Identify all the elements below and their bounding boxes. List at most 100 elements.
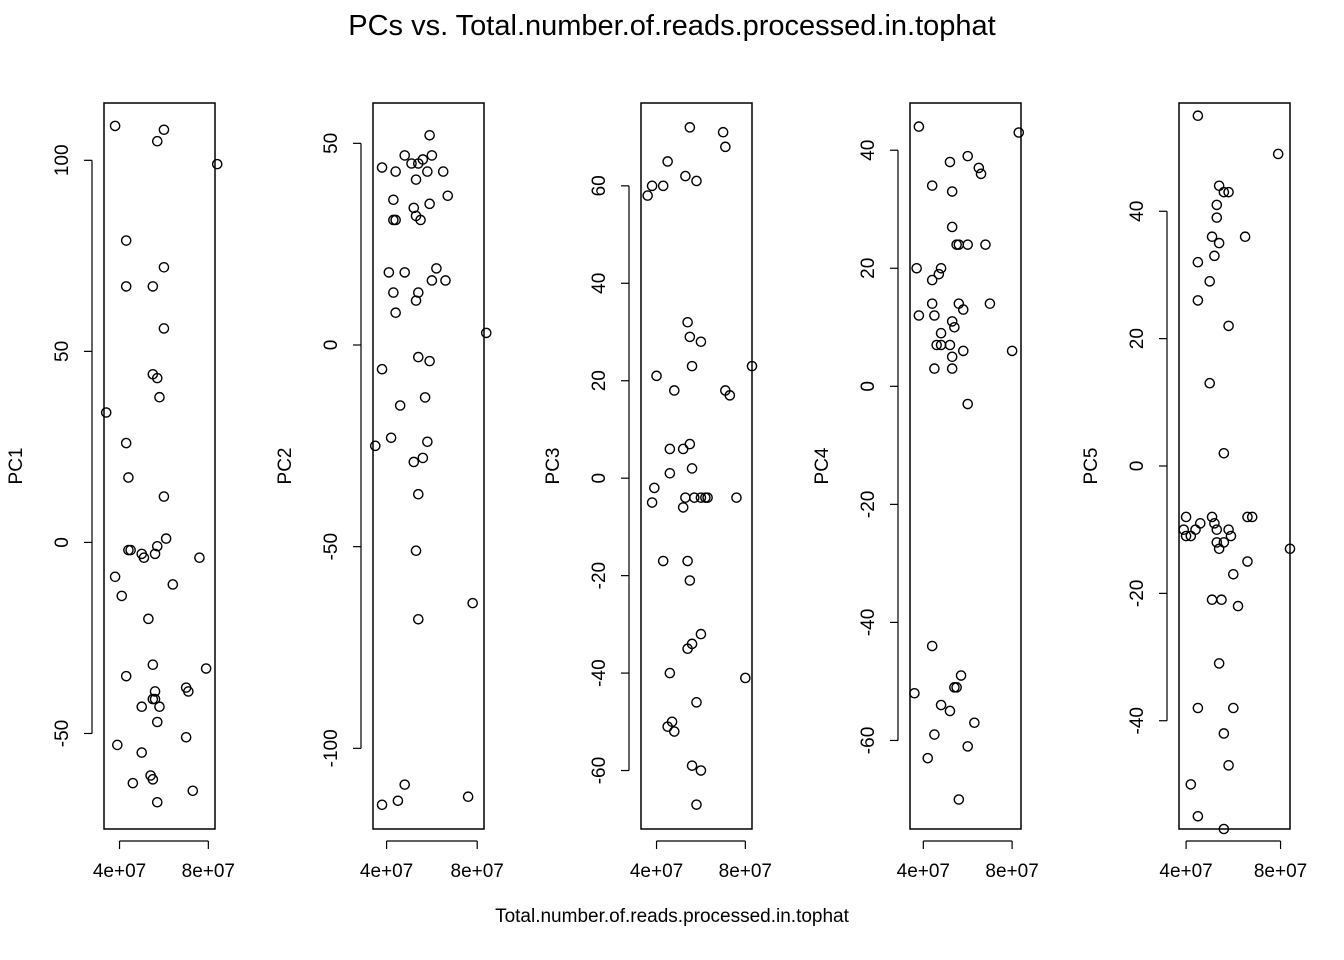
data-point — [431, 263, 442, 274]
y-tick-label: 50 — [321, 133, 342, 154]
data-point — [677, 443, 689, 455]
data-point — [100, 407, 112, 418]
data-point — [929, 310, 940, 321]
plot-frame — [909, 102, 1022, 830]
data-point — [1218, 537, 1230, 548]
data-point — [684, 122, 696, 133]
y-tick-label: -50 — [52, 720, 73, 747]
data-point — [969, 717, 980, 729]
data-point — [1209, 518, 1220, 529]
data-point — [1242, 511, 1253, 523]
data-point — [120, 437, 132, 449]
data-point — [1218, 447, 1230, 459]
data-point — [642, 190, 653, 201]
data-point — [929, 729, 940, 740]
x-tick-label: 8e+07 — [1254, 861, 1307, 882]
data-point — [680, 170, 691, 182]
data-point — [944, 339, 956, 351]
data-point — [424, 355, 435, 367]
data-point — [946, 363, 958, 374]
y-tick-label: 50 — [52, 341, 73, 362]
data-point — [116, 590, 128, 602]
data-point — [194, 552, 205, 564]
data-point — [120, 235, 132, 246]
data-point — [419, 392, 431, 403]
data-point — [1223, 320, 1234, 332]
data-point — [138, 552, 150, 564]
data-point — [376, 799, 388, 811]
data-point — [946, 316, 958, 327]
data-point — [413, 488, 424, 500]
data-point — [1192, 810, 1204, 822]
data-point — [211, 158, 223, 170]
y-tick-label: 40 — [858, 140, 879, 161]
data-point — [149, 686, 161, 697]
y-tick-label: 60 — [589, 175, 610, 196]
data-point — [931, 339, 942, 351]
data-point — [369, 440, 381, 452]
data-point — [462, 791, 474, 803]
data-point — [151, 372, 163, 384]
x-tick-label: 4e+07 — [630, 861, 683, 882]
data-point — [962, 150, 974, 162]
data-point — [410, 174, 422, 185]
data-point — [649, 482, 660, 494]
data-point — [933, 268, 945, 280]
data-point — [109, 571, 121, 583]
y-axis-label: PC2 — [275, 448, 296, 485]
y-axis-label: PC5 — [1081, 448, 1102, 485]
x-tick-label: 4e+07 — [360, 861, 413, 882]
x-tick-label: 8e+07 — [182, 861, 235, 882]
data-point — [911, 262, 922, 274]
data-point — [200, 663, 212, 674]
data-point — [688, 492, 700, 503]
data-point — [946, 351, 958, 363]
data-point — [392, 795, 404, 807]
data-point — [944, 156, 956, 168]
data-point — [1225, 530, 1237, 542]
data-point — [929, 363, 940, 374]
data-point — [376, 162, 388, 173]
data-point — [399, 779, 411, 790]
data-point — [112, 739, 123, 751]
data-point — [1194, 518, 1206, 529]
y-tick-label: -20 — [1127, 580, 1148, 607]
data-point — [1213, 180, 1225, 192]
data-point — [944, 705, 956, 717]
data-point — [720, 141, 731, 153]
data-point — [158, 262, 170, 273]
data-point — [926, 180, 938, 191]
data-point — [1006, 345, 1018, 357]
data-point — [440, 275, 451, 286]
data-point — [1239, 231, 1251, 243]
data-point — [664, 667, 676, 679]
data-point — [160, 533, 172, 544]
plot-frame — [640, 102, 753, 830]
plot-frame — [103, 102, 216, 830]
data-point — [151, 540, 163, 552]
x-tick-label: 4e+07 — [897, 861, 950, 882]
data-point — [422, 436, 433, 448]
data-point — [695, 336, 707, 348]
data-point — [646, 497, 658, 508]
data-point — [394, 400, 406, 411]
data-point — [383, 267, 395, 278]
y-tick-label: 0 — [589, 473, 610, 484]
data-point — [724, 390, 736, 401]
data-point — [935, 262, 947, 274]
data-point — [651, 370, 662, 382]
data-point — [1223, 760, 1234, 771]
data-point — [1204, 377, 1216, 389]
data-point — [677, 502, 689, 513]
data-point — [385, 432, 397, 444]
data-point — [962, 239, 974, 250]
data-point — [662, 156, 673, 167]
data-point — [962, 398, 974, 410]
data-point — [413, 158, 424, 169]
y-tick-label: 20 — [589, 370, 610, 391]
data-point — [158, 124, 170, 136]
data-point — [143, 613, 154, 625]
data-point — [388, 194, 399, 206]
data-point — [1216, 594, 1227, 606]
data-point — [426, 275, 438, 286]
